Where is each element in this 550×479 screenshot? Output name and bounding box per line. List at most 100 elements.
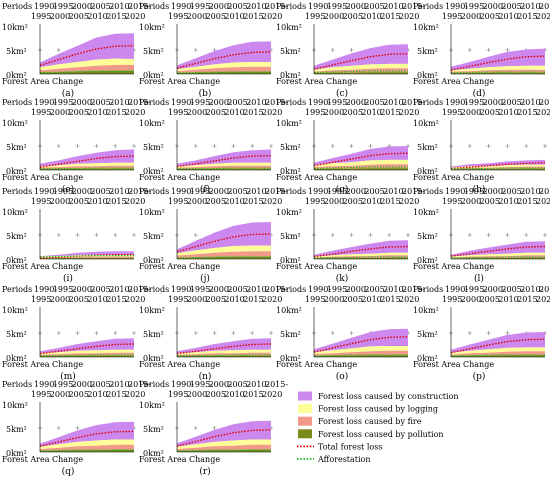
grid-marker [212, 144, 217, 148]
period-tick-bottom: 2010 [87, 108, 107, 117]
period-tick-bottom: 2005 [69, 390, 89, 399]
period-tick-bottom: 2005 [480, 12, 500, 21]
period-tick-top: 2010- [109, 187, 132, 196]
grid-marker [132, 233, 136, 237]
grid-marker [543, 144, 547, 148]
x-axis-label: Forest Area Change [413, 77, 494, 86]
x-axis-label: Forest Area Change [139, 173, 220, 182]
period-tick-top: 2005- [501, 285, 524, 294]
panel-label: (q) [62, 466, 75, 477]
period-tick-top: 1995- [190, 187, 213, 196]
y-tick-5: 5km² [417, 232, 438, 241]
line-afforestation [39, 167, 134, 170]
period-tick-bottom: 2000 [461, 197, 481, 206]
grid-marker [524, 233, 529, 237]
period-tick-bottom: 2015 [106, 108, 126, 117]
grid-marker [486, 48, 491, 52]
x-axis-label: Forest Area Change [2, 262, 83, 271]
period-tick-bottom: 1995 [31, 390, 51, 399]
area-fire [451, 166, 545, 170]
area-logging [40, 255, 134, 258]
grid-marker [250, 144, 255, 148]
period-tick-bottom: 2010 [498, 295, 518, 304]
period-tick-top: 1995- [190, 380, 213, 389]
period-tick-bottom: 2010 [224, 390, 244, 399]
legend-label: Forest loss caused by construction [318, 392, 459, 401]
period-tick-top: 2000- [72, 285, 95, 294]
area-logging [177, 62, 271, 72]
period-tick-bottom: 2020 [399, 108, 419, 117]
period-tick-bottom: 1995 [31, 108, 51, 117]
period-tick-top: 1990- [34, 98, 57, 107]
period-tick-top: 2015- [128, 2, 151, 11]
period-tick-bottom: 2005 [480, 295, 500, 304]
period-tick-top: 1995- [53, 380, 76, 389]
y-tick-10: 10km² [413, 208, 439, 217]
x-axis-label: Forest Area Change [2, 173, 83, 182]
period-tick-bottom: 2010 [224, 12, 244, 21]
periods-label: Periods [413, 187, 443, 196]
panel-d: Periods 1990-19951995-20002000-20052005-2… [413, 2, 550, 99]
line-total-forest-loss [39, 155, 135, 168]
panel-r: Periods 1990-19951995-20002000-20052005-2… [139, 380, 288, 477]
legend-swatch [298, 416, 312, 426]
grid-marker [56, 426, 61, 430]
period-tick-top: 1990- [308, 98, 331, 107]
area-fire [314, 255, 408, 259]
x-axis-label: Forest Area Change [413, 360, 494, 369]
area-pollution [40, 355, 134, 357]
period-tick-bottom: 2000 [461, 108, 481, 117]
legend-entry: Forest loss caused by fire [298, 416, 422, 426]
grid-marker [113, 331, 118, 335]
y-tick-0: 0km² [6, 256, 27, 265]
period-tick-bottom: 2000 [50, 12, 70, 21]
period-tick-bottom: 2010 [224, 108, 244, 117]
panel-i: Periods 1990-19951995-20002000-20052005-2… [2, 187, 151, 284]
period-tick-bottom: 2000 [187, 390, 207, 399]
y-tick-10: 10km² [413, 119, 439, 128]
line-afforestation [176, 256, 271, 259]
period-tick-bottom: 2005 [480, 197, 500, 206]
grid-marker [368, 144, 373, 148]
line-total-forest-loss [176, 233, 272, 253]
period-tick-top: 2015- [402, 187, 425, 196]
periods-label: Periods [139, 2, 169, 11]
period-tick-bottom: 2005 [206, 108, 226, 117]
legend-entry: Forest loss caused by pollution [298, 429, 444, 439]
grid-marker [94, 331, 99, 335]
period-tick-top: 2015- [539, 187, 550, 196]
area-logging [451, 164, 545, 169]
period-tick-bottom: 2020 [536, 295, 550, 304]
period-tick-bottom: 2010 [361, 197, 381, 206]
area-logging [40, 349, 134, 355]
period-tick-top: 2005- [364, 187, 387, 196]
period-tick-bottom: 2000 [324, 108, 344, 117]
period-tick-top: 2010- [383, 285, 406, 294]
y-tick-10: 10km² [2, 23, 28, 32]
period-tick-bottom: 2015 [517, 197, 537, 206]
panel-label: (a) [62, 88, 74, 99]
line-total-forest-loss [39, 430, 135, 447]
period-tick-bottom: 1995 [168, 295, 188, 304]
period-tick-bottom: 2005 [69, 295, 89, 304]
period-tick-bottom: 2005 [69, 108, 89, 117]
x-axis-label: Forest Area Change [276, 262, 357, 271]
grid-marker [269, 144, 273, 148]
area-pollution [314, 72, 408, 74]
panel-f: Periods 1990-19951995-20002000-20052005-2… [139, 98, 288, 195]
period-tick-top: 2000- [209, 187, 232, 196]
grid-marker [75, 426, 80, 430]
legend-label: Forest loss caused by logging [318, 405, 438, 414]
line-afforestation [176, 354, 271, 357]
area-logging [177, 439, 271, 450]
area-fire [177, 352, 271, 356]
legend-swatch [298, 391, 312, 401]
area-construction [177, 338, 271, 354]
period-tick-bottom: 2000 [461, 12, 481, 21]
periods-label: Periods [139, 98, 169, 107]
period-tick-bottom: 2015 [243, 108, 263, 117]
grid-marker [193, 331, 198, 335]
period-tick-top: 1995- [53, 98, 76, 107]
period-tick-bottom: 1995 [442, 12, 462, 21]
period-tick-bottom: 2020 [262, 108, 282, 117]
